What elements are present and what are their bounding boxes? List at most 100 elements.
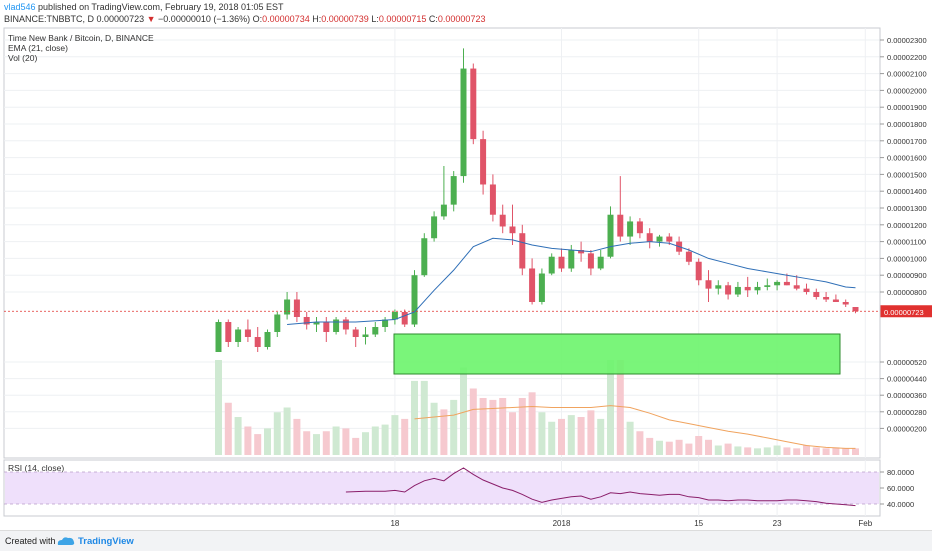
volume-bar <box>264 428 271 455</box>
change-down-icon: ▼ <box>146 14 156 24</box>
candle-body <box>803 288 810 292</box>
rsi-legend: RSI (14, close) <box>8 463 65 473</box>
volume-bar <box>509 412 516 455</box>
candle-body <box>734 286 741 295</box>
price-tick-label: 0.00001900 <box>887 103 927 112</box>
author-link[interactable]: vlad546 <box>4 2 36 12</box>
volume-bar <box>812 447 820 455</box>
candle-body <box>372 327 379 335</box>
candle-body <box>215 322 222 352</box>
low-label: L: <box>371 14 379 24</box>
volume-bar <box>567 415 575 455</box>
price-tick-label: 0.00001000 <box>887 254 927 263</box>
volume-bar <box>714 445 722 455</box>
candle-body <box>744 286 751 291</box>
volume-bar <box>783 447 791 455</box>
volume-bar <box>332 426 340 455</box>
volume-bar <box>744 447 752 455</box>
volume-bar <box>215 360 222 455</box>
volume-bar <box>254 434 262 455</box>
vol-legend: Vol (20) <box>8 53 38 63</box>
candle-body <box>754 286 761 291</box>
candle-body <box>813 292 820 297</box>
price-tick-label: 0.00001500 <box>887 170 927 179</box>
date-tick-label: 2018 <box>553 519 571 528</box>
support-zone-layer <box>393 333 841 375</box>
chart-title: Time New Bank / Bitcoin, D, BINANCE <box>8 33 154 43</box>
candle-body <box>774 281 781 286</box>
candle-body <box>646 233 653 242</box>
candle-body <box>607 214 614 257</box>
rsi-tick-label: 40.0000 <box>887 500 914 509</box>
high-label: H: <box>312 14 322 24</box>
volume-bar <box>773 445 781 455</box>
volume-ma-line <box>414 405 856 449</box>
price-tick-label: 0.00000200 <box>887 424 927 433</box>
volume-bar <box>440 409 448 455</box>
candle-body <box>597 256 604 269</box>
ema-line <box>287 237 856 325</box>
candle-body <box>382 319 389 327</box>
volume-bar <box>479 398 487 455</box>
volume-bar <box>411 380 418 455</box>
volume-bar <box>685 443 693 455</box>
candle-body <box>793 285 800 289</box>
volume-bar <box>636 431 644 455</box>
volume-bar <box>362 432 369 455</box>
current-price: 0.00000723 <box>96 14 145 24</box>
candle-body <box>636 221 643 234</box>
rsi-pane: 80.0000 60.0000 40.0000 <box>4 460 914 516</box>
volume-bar <box>313 434 320 455</box>
last-price-layer: 0.00000723 <box>4 305 932 318</box>
candle-body <box>568 250 575 269</box>
tradingview-brand[interactable]: TradingView <box>78 536 134 547</box>
volume-bar <box>705 439 712 455</box>
candle-body <box>548 256 555 274</box>
tradingview-logo-icon <box>57 537 75 545</box>
candle-body <box>293 299 300 317</box>
candle-body <box>538 273 545 302</box>
price-chart[interactable]: 0.00000723 80.0000 60.0000 40.0000 0.00002… <box>0 0 932 530</box>
main-pane-frame <box>3 27 881 459</box>
candle-body <box>489 184 496 215</box>
candle-body <box>235 329 242 342</box>
candle-body <box>303 317 310 325</box>
candle-body <box>842 302 849 305</box>
candle-body <box>244 329 251 337</box>
volume-bar <box>577 417 585 455</box>
volume-bar <box>518 398 526 455</box>
volume-bar <box>695 436 703 455</box>
candle-body <box>627 221 634 237</box>
symbol-label: BINANCE:TNBBTC, D <box>4 14 95 24</box>
candle-body <box>832 299 839 302</box>
candle-body <box>783 281 790 286</box>
candle-body <box>509 226 516 234</box>
price-tick-label: 0.00001700 <box>887 137 927 146</box>
footer: Created with TradingView <box>0 530 932 551</box>
volume-bar <box>469 388 477 455</box>
volume-bar <box>626 421 634 455</box>
last-price-label: 0.00000723 <box>884 308 924 317</box>
candle-body <box>587 253 594 269</box>
low-value: 0.00000715 <box>378 14 427 24</box>
candle-body <box>499 214 506 227</box>
volume-bar <box>322 431 330 455</box>
candle-body <box>401 312 408 325</box>
candle-body <box>823 297 830 300</box>
candle-body <box>440 204 447 217</box>
candle-body <box>352 329 359 337</box>
price-tick-label: 0.00001400 <box>887 187 927 196</box>
volume-bar <box>803 445 810 455</box>
volume-bar <box>734 446 742 455</box>
candle-body <box>450 176 457 205</box>
volume-bar <box>499 398 507 455</box>
price-tick-label: 0.00000360 <box>887 391 927 400</box>
close-value: 0.00000723 <box>437 14 486 24</box>
candle-body <box>284 299 291 315</box>
candle-body <box>274 314 281 332</box>
candle-body <box>852 307 859 312</box>
date-tick-label: Feb <box>858 519 872 528</box>
candle-body <box>411 275 418 325</box>
candle-body <box>519 233 526 269</box>
open-value: 0.00000734 <box>262 14 310 24</box>
